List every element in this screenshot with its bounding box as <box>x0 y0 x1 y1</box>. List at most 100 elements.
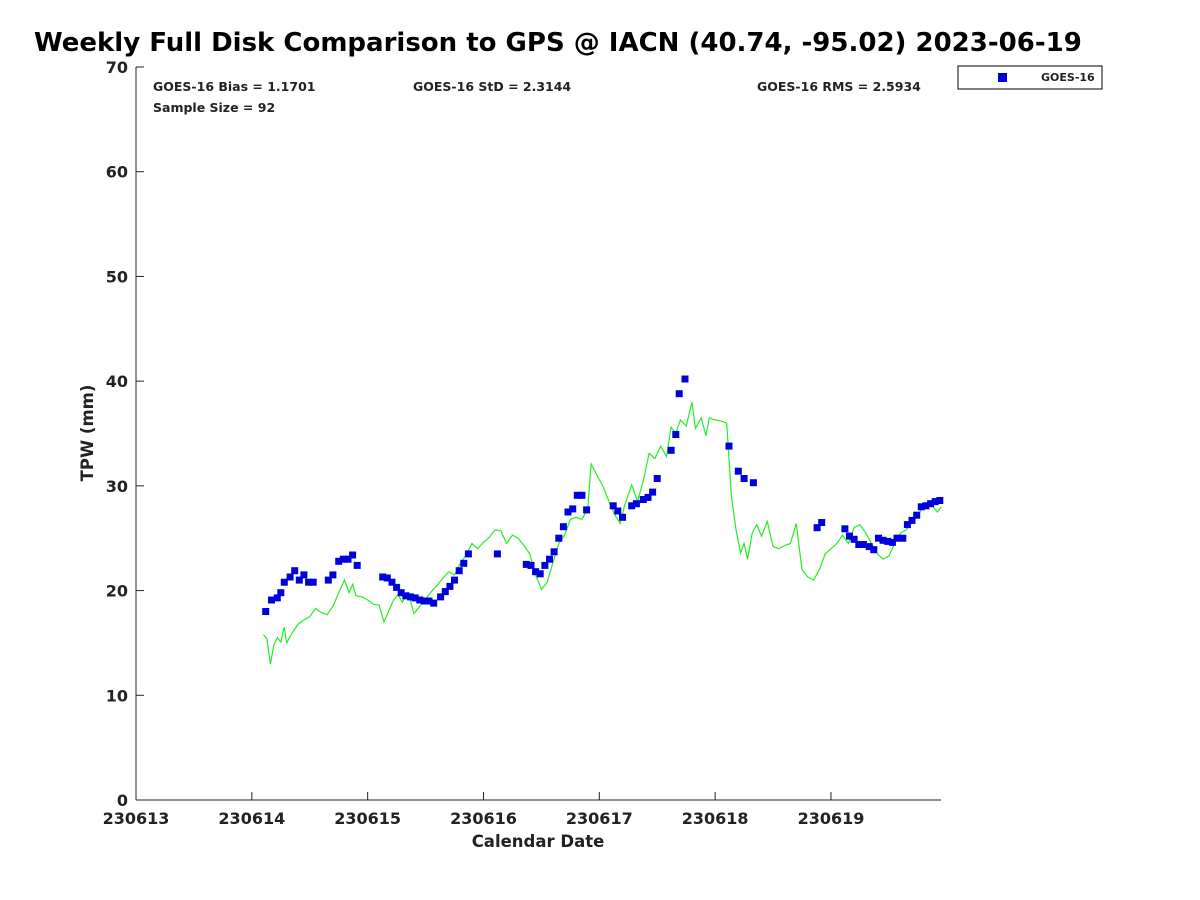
goes-16-point <box>908 516 916 524</box>
goes-16-point <box>865 543 873 551</box>
goes-16-point <box>324 576 332 584</box>
goes-16-point <box>639 496 647 503</box>
goes-16-point <box>917 503 925 511</box>
goes-16-point <box>393 583 401 591</box>
goes-16-point <box>455 567 463 575</box>
goes-16-point <box>309 578 317 586</box>
goes-16-point <box>899 534 907 542</box>
goes-16-point <box>859 541 867 548</box>
goes-16-point <box>888 538 896 546</box>
goes-16-point <box>725 442 733 450</box>
goes-16-point <box>644 493 652 501</box>
goes-points-layer <box>262 375 944 615</box>
goes-16-point <box>286 573 294 581</box>
goes-16-point <box>884 537 892 545</box>
goes-16-point <box>349 551 357 559</box>
goes-16-point <box>451 576 458 584</box>
goes-16-point <box>583 506 591 514</box>
goes-16-point <box>855 541 863 548</box>
goes-16-point <box>559 523 567 531</box>
chart-title: Weekly Full Disk Comparison to GPS @ IAC… <box>34 28 1082 58</box>
goes-16-point <box>402 592 410 600</box>
goes-16-point <box>927 500 935 508</box>
goes-16-point <box>675 390 683 398</box>
goes-16-point <box>277 589 285 597</box>
stats-layer: GOES-16 Bias = 1.1701 GOES-16 StD = 2.31… <box>153 79 921 115</box>
goes-16-point <box>329 571 337 579</box>
std-stat: GOES-16 StD = 2.3144 <box>413 79 571 94</box>
x-tick-label: 230615 <box>334 809 401 828</box>
goes-16-point <box>734 467 742 475</box>
axes-group: 0 10 20 30 40 50 60 70 230613 230614 230615 230616 2… <box>103 58 941 828</box>
goes-16-point <box>922 502 930 510</box>
x-tick-label: 230617 <box>566 809 633 828</box>
goes-16-point <box>936 497 944 504</box>
goes-16-point <box>649 488 657 496</box>
goes-16-point <box>532 568 540 576</box>
y-tick-label: 40 <box>106 372 128 391</box>
goes-16-point <box>460 559 468 567</box>
x-axis-label: Calendar Date <box>472 832 605 851</box>
goes-16-point <box>344 555 352 563</box>
goes-16-point <box>527 561 535 569</box>
goes-16-point <box>870 546 878 554</box>
goes-16-point <box>672 431 680 438</box>
goes-16-point <box>464 550 472 558</box>
y-tick-label: 0 <box>117 791 128 810</box>
goes-16-point <box>430 599 438 607</box>
goes-16-point <box>273 594 281 602</box>
legend: GOES-16 <box>957 65 1103 90</box>
goes-16-point <box>569 505 577 513</box>
y-tick-label: 60 <box>106 163 128 182</box>
goes-16-point <box>614 507 622 515</box>
goes-16-point <box>493 550 501 558</box>
goes-16-point <box>300 571 308 579</box>
goes-16-point <box>522 560 530 568</box>
goes-16-point <box>425 597 433 605</box>
goes-16-point <box>305 578 313 586</box>
goes-16-point <box>383 574 391 582</box>
goes-16-point <box>268 596 275 604</box>
goes-16-point <box>335 557 343 565</box>
goes-16-point <box>441 588 449 596</box>
goes-16-point <box>295 576 303 584</box>
goes-16-point <box>555 534 563 542</box>
goes-16-point <box>609 502 617 510</box>
rms-stat: GOES-16 RMS = 2.5934 <box>757 79 921 94</box>
goes-16-point <box>379 573 387 581</box>
goes-16-point <box>740 475 748 482</box>
goes-16-point <box>388 578 396 586</box>
y-tick-label: 70 <box>106 58 128 77</box>
legend-box <box>957 65 1103 90</box>
legend-label-goes-16: GOES-16 <box>1041 71 1095 84</box>
y-tick-label: 20 <box>106 582 128 601</box>
goes-16-point <box>416 596 424 604</box>
goes-16-point <box>841 525 849 533</box>
goes-16-point <box>536 570 544 578</box>
gps-line-layer <box>262 401 942 665</box>
goes-16-point <box>913 511 921 519</box>
goes-16-point <box>653 475 661 482</box>
y-tick-label: 10 <box>106 686 128 705</box>
goes-16-point <box>813 524 821 532</box>
x-tick-label: 230618 <box>682 809 749 828</box>
goes-16-point <box>632 500 640 508</box>
goes-16-point <box>667 446 675 454</box>
goes-16-point <box>420 597 428 605</box>
goes-16-point <box>541 561 549 569</box>
goes-16-point <box>411 594 419 602</box>
goes-16-point <box>628 502 636 510</box>
goes-16-point <box>339 555 347 563</box>
goes-16-point <box>893 534 901 542</box>
goes-16-point <box>846 532 853 540</box>
bias-stat: GOES-16 Bias = 1.1701 <box>153 79 315 94</box>
goes-16-point <box>564 508 572 516</box>
sample-size-stat: Sample Size = 92 <box>153 100 275 115</box>
goes-16-point <box>353 561 361 569</box>
goes-16-point <box>291 567 299 575</box>
goes-16-point <box>749 479 757 487</box>
x-tick-label: 230616 <box>450 809 517 828</box>
x-tick-label: 230614 <box>218 809 285 828</box>
x-tick-label: 230613 <box>103 809 170 828</box>
